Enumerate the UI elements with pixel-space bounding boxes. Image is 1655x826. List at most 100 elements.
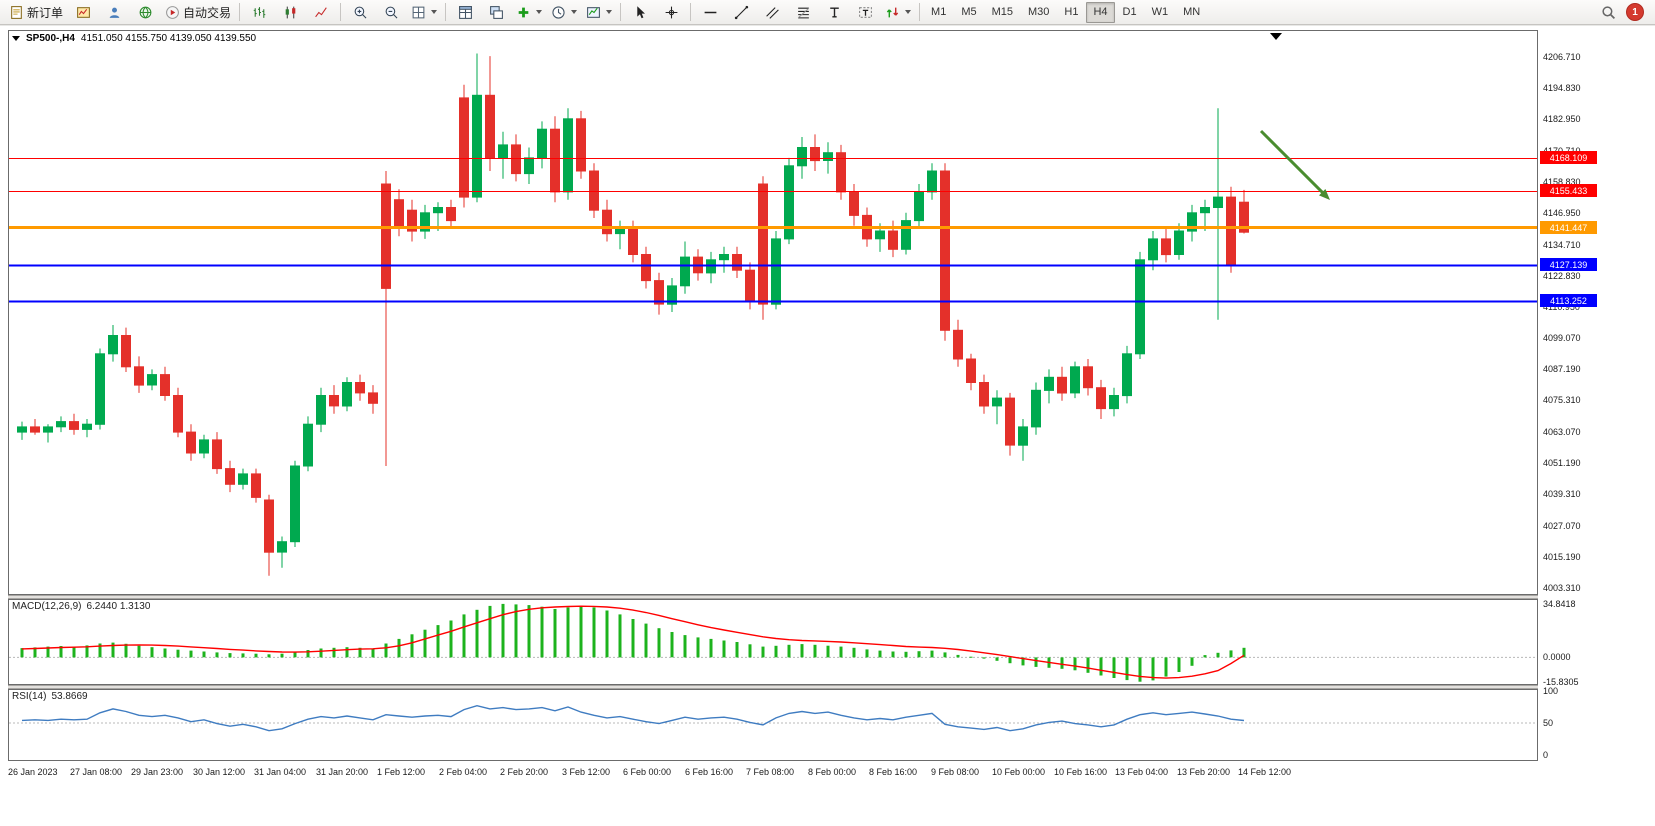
timeframe-group: M1 M5 M15 M30 H1 H4 D1 W1 MN: [924, 1, 1207, 23]
community-button[interactable]: [130, 1, 160, 24]
dropdown-caret-icon: [536, 10, 543, 14]
timeframe-button-m1[interactable]: M1: [931, 6, 947, 18]
dropdown-caret-icon: [571, 10, 578, 14]
grid-button[interactable]: [407, 1, 441, 24]
template-button[interactable]: [582, 1, 616, 24]
main-toolbar: 新订单 自动交易 M1 M5 M15 M30 H1 H4 D1 W1 MN 1: [0, 0, 1655, 25]
profile-icon: [107, 5, 122, 20]
candle-chart-button[interactable]: [275, 1, 305, 24]
toolbar-separator: [239, 3, 241, 21]
panel-divider[interactable]: [8, 685, 1538, 689]
price-axis-label: 4087.190: [1543, 364, 1581, 374]
chart-ohlc-values: 4151.050 4155.750 4139.050 4139.550: [80, 33, 257, 44]
panel-divider[interactable]: [8, 595, 1538, 599]
macd-axis-label: 34.8418: [1543, 599, 1576, 609]
rsi-panel: [8, 689, 1538, 761]
time-axis-label: 3 Feb 12:00: [562, 767, 611, 777]
text-button[interactable]: [819, 1, 849, 24]
line-chart-icon: [314, 5, 329, 20]
price-level-badge: 4155.433: [1540, 184, 1597, 197]
channel-button[interactable]: [757, 1, 787, 24]
new-order-label: 新订单: [27, 5, 64, 20]
time-axis-label: 13 Feb 04:00: [1115, 767, 1169, 777]
chart-title: SP500-,H4 4151.050 4155.750 4139.050 413…: [12, 33, 256, 44]
bar-chart-button[interactable]: [244, 1, 274, 24]
price-axis-label: 4003.310: [1543, 583, 1581, 593]
cursor-button[interactable]: [625, 1, 655, 24]
timeframe-button-m30[interactable]: M30: [1028, 6, 1050, 18]
crosshair-icon: [664, 5, 679, 20]
line-chart-button[interactable]: [306, 1, 336, 24]
time-axis-label: 31 Jan 20:00: [316, 767, 369, 777]
timeframe-button-m15[interactable]: M15: [991, 6, 1013, 18]
rsi-name: RSI(14): [12, 691, 47, 702]
trendline-icon: [734, 5, 749, 20]
price-axis-label: 4027.070: [1543, 521, 1581, 531]
trend-arrow-annotation[interactable]: [1259, 129, 1330, 200]
price-axis-label: 4051.190: [1543, 458, 1581, 468]
price-level-badge: 4168.109: [1540, 151, 1597, 164]
time-axis-label: 13 Feb 20:00: [1177, 767, 1231, 777]
price-axis-label: 4206.710: [1543, 52, 1581, 62]
time-axis-label: 27 Jan 08:00: [70, 767, 123, 777]
cascade-windows-button[interactable]: [481, 1, 511, 24]
tile-windows-icon: [458, 5, 473, 20]
price-axis-label: 4194.830: [1543, 83, 1581, 93]
timeframe-button-w1[interactable]: W1: [1151, 6, 1169, 18]
rsi-line: [21, 704, 1245, 732]
trendline-button[interactable]: [726, 1, 756, 24]
timeframe-button-h1[interactable]: H1: [1064, 6, 1079, 18]
time-axis-label: 2 Feb 20:00: [500, 767, 549, 777]
price-axis-label: 4015.190: [1543, 552, 1581, 562]
time-axis-label: 31 Jan 04:00: [254, 767, 307, 777]
price-axis-label: 4110.950: [1543, 302, 1580, 312]
rsi-axis-label: 100: [1543, 686, 1559, 696]
fibonacci-button[interactable]: [788, 1, 818, 24]
timeframe-button-mn[interactable]: MN: [1183, 6, 1201, 18]
time-axis-label: 6 Feb 16:00: [685, 767, 734, 777]
hline-button[interactable]: [695, 1, 725, 24]
notification-badge[interactable]: 1: [1626, 3, 1644, 21]
search-button[interactable]: [1593, 1, 1623, 24]
rsi-label: RSI(14) 53.8669: [12, 691, 93, 702]
timeframe-button-h4[interactable]: H4: [1086, 1, 1115, 23]
time-axis-label: 30 Jan 12:00: [193, 767, 246, 777]
auto-trading-icon: [165, 5, 180, 20]
time-axis-label: 26 Jan 2023: [8, 767, 58, 777]
auto-trading-button[interactable]: 自动交易: [161, 1, 235, 24]
new-chart-button[interactable]: [512, 1, 546, 24]
profile-button[interactable]: [99, 1, 129, 24]
zoom-in-icon: [353, 5, 368, 20]
price-chart-panel: [8, 30, 1538, 595]
shapes-button[interactable]: [881, 1, 915, 24]
price-axis-label: 4075.310: [1543, 395, 1581, 405]
label-button[interactable]: [850, 1, 880, 24]
period-button[interactable]: [547, 1, 581, 24]
zoom-in-button[interactable]: [345, 1, 375, 24]
timeframe-button-d1[interactable]: D1: [1122, 6, 1137, 18]
toolbar-separator: [919, 3, 921, 21]
price-axis-label: 4182.950: [1543, 114, 1581, 124]
macd-histogram: [20, 603, 1246, 682]
time-axis-label: 10 Feb 00:00: [992, 767, 1046, 777]
crosshair-button[interactable]: [656, 1, 686, 24]
new-order-button[interactable]: 新订单: [5, 1, 67, 24]
price-level-badge: 4113.252: [1540, 294, 1597, 307]
macd-axis-label: -15.8305: [1543, 677, 1579, 687]
horizontal-line-icon: [703, 5, 718, 20]
macd-panel: [8, 599, 1538, 685]
zoom-out-button[interactable]: [376, 1, 406, 24]
tile-windows-button[interactable]: [450, 1, 480, 24]
community-icon: [138, 5, 153, 20]
arrows-icon: [885, 5, 900, 20]
price-axis-label: 4122.830: [1543, 271, 1581, 281]
toolbar-separator: [690, 3, 692, 21]
price-axis-label: 4146.950: [1543, 208, 1581, 218]
timeframe-button-m5[interactable]: M5: [961, 6, 977, 18]
chart-shift-marker[interactable]: [1270, 33, 1282, 40]
chart-symbol-period: SP500-,H4: [26, 33, 75, 44]
time-axis-label: 8 Feb 16:00: [869, 767, 918, 777]
charts-button[interactable]: [68, 1, 98, 24]
cascade-windows-icon: [489, 5, 504, 20]
collapse-icon[interactable]: [12, 36, 20, 41]
